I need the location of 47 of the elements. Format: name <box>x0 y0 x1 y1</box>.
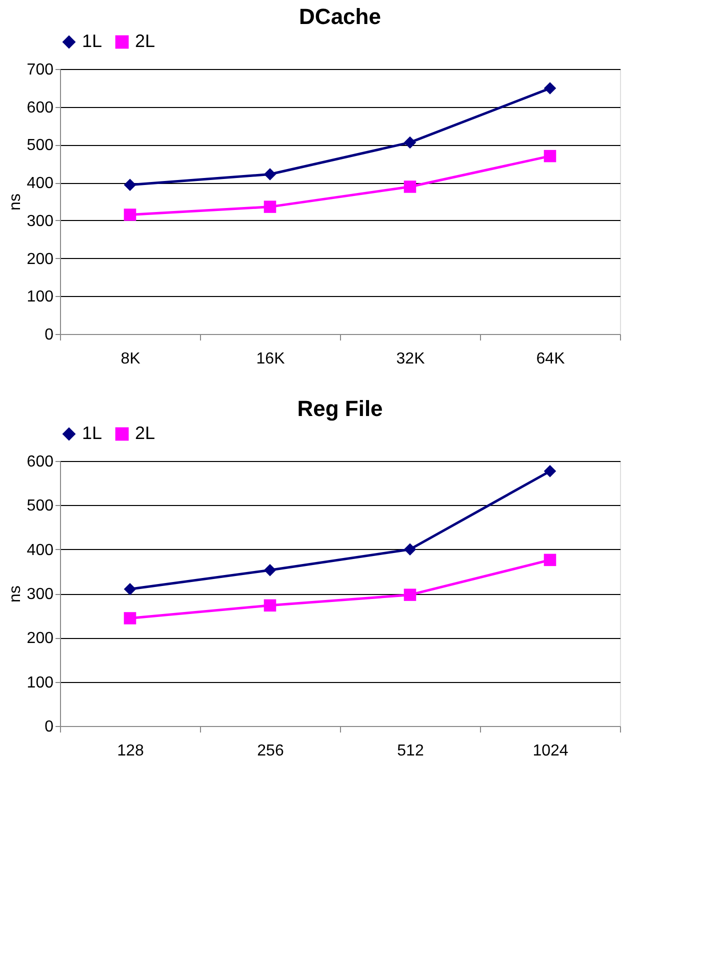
point <box>124 582 136 596</box>
point <box>264 168 276 180</box>
y-tick-label: 400 <box>26 542 54 559</box>
x-tick-label: 16K <box>256 350 286 368</box>
legend-label: 1L <box>82 423 102 443</box>
chart-title: Reg File <box>297 396 383 421</box>
x-tick-label: 32K <box>396 350 426 368</box>
y-tick-label: 100 <box>26 674 54 692</box>
point <box>264 200 276 213</box>
point <box>544 82 556 94</box>
point <box>124 178 136 191</box>
y-tick-label: 600 <box>26 99 54 116</box>
point <box>404 543 416 556</box>
y-tick-label: 200 <box>26 250 54 268</box>
x-tick-label: 64K <box>536 350 566 368</box>
x-tick-label: 8K <box>120 350 141 368</box>
y-tick-label: 100 <box>26 288 54 306</box>
y-tick-label: 300 <box>26 586 54 603</box>
legend-label: 1L <box>82 31 102 51</box>
point <box>404 588 416 601</box>
y-axis-title: ns <box>6 194 24 210</box>
chart-title: DCache <box>299 4 381 29</box>
y-tick-label: 500 <box>26 498 54 515</box>
x-tick-label: 512 <box>397 742 424 760</box>
y-tick-label: 700 <box>26 62 54 78</box>
y-tick-label: 600 <box>26 454 54 470</box>
point <box>124 208 136 221</box>
x-tick-label: 256 <box>257 742 284 760</box>
point <box>404 136 416 149</box>
y-tick-label: 200 <box>26 630 54 648</box>
point <box>264 599 276 612</box>
y-tick-label: 0 <box>44 718 54 736</box>
legend-label: 2L <box>135 423 156 443</box>
point <box>544 554 556 566</box>
legend-label: 2L <box>135 31 156 51</box>
point <box>544 465 556 478</box>
point <box>264 564 276 576</box>
point <box>404 180 416 193</box>
y-tick-label: 300 <box>26 212 54 230</box>
y-tick-label: 500 <box>26 137 54 154</box>
y-tick-label: 400 <box>26 175 54 192</box>
point <box>124 612 136 624</box>
point <box>544 150 556 162</box>
x-tick-label: 128 <box>117 742 144 760</box>
y-axis-title: ns <box>6 586 24 602</box>
y-tick-label: 0 <box>44 326 54 344</box>
x-tick-label: 1024 <box>532 742 568 760</box>
